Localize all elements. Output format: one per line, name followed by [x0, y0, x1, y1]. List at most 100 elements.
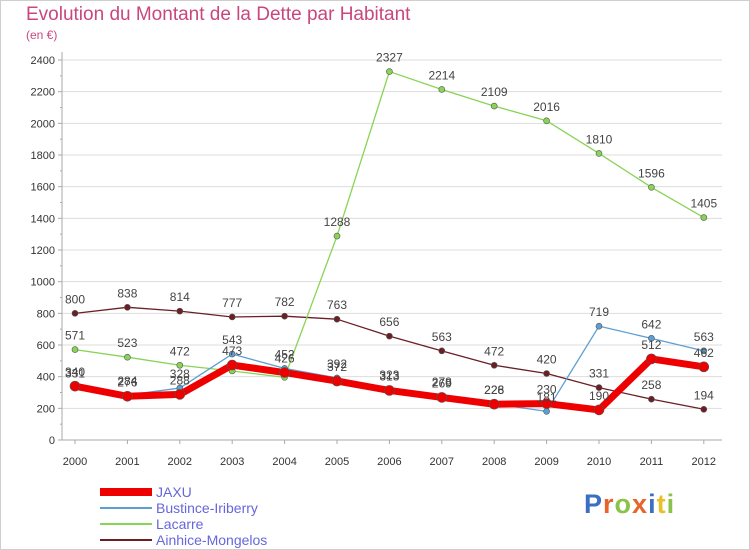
- data-label-bustince-iriberry-2012: 563: [694, 330, 714, 344]
- y-tick-label-200: 200: [37, 403, 55, 415]
- x-tick-label-2000: 2000: [63, 456, 87, 468]
- data-label-ainhice-mongelos-2009: 420: [537, 353, 557, 367]
- x-tick-label-2003: 2003: [220, 456, 244, 468]
- data-point-jaxu-2007: [436, 392, 448, 403]
- data-label-bustince-iriberry-2011: 642: [641, 317, 661, 331]
- data-label-lacarre-2012: 1405: [690, 197, 717, 211]
- data-point-ainhice-mongelos-2002: [176, 307, 184, 315]
- x-tick-label-2011: 2011: [640, 456, 664, 468]
- data-label-jaxu-2002: 288: [170, 373, 190, 387]
- data-label-lacarre-2006: 2327: [376, 51, 403, 65]
- y-tick-label-1800: 1800: [31, 150, 55, 162]
- data-point-lacarre-2006: [386, 68, 393, 75]
- data-point-ainhice-mongelos-2007: [438, 347, 446, 355]
- y-tick-label-600: 600: [37, 340, 55, 352]
- data-point-ainhice-mongelos-2011: [648, 395, 655, 403]
- data-point-ainhice-mongelos-2004: [281, 312, 288, 320]
- data-label-jaxu-2009: 230: [537, 383, 557, 397]
- data-point-jaxu-2001: [122, 390, 133, 402]
- x-tick-label-2001: 2001: [115, 456, 139, 468]
- data-label-bustince-iriberry-2003: 543: [222, 333, 242, 347]
- data-point-jaxu-2006: [384, 385, 395, 396]
- data-label-bustince-iriberry-2010: 719: [589, 305, 609, 319]
- data-label-lacarre-2007: 2214: [428, 68, 455, 82]
- data-label-bustince-iriberry-2008: 228: [484, 383, 504, 397]
- data-label-jaxu-2012: 462: [694, 346, 714, 360]
- data-point-jaxu-2010: [593, 404, 605, 416]
- data-point-lacarre-2010: [595, 150, 603, 157]
- proxiti-logo: Proxiti: [584, 489, 675, 520]
- data-label-ainhice-mongelos-2001: 838: [117, 286, 137, 300]
- data-label-jaxu-2008: 226: [484, 383, 504, 397]
- y-tick-label-1200: 1200: [31, 245, 55, 257]
- x-tick-label-2006: 2006: [377, 456, 401, 468]
- legend-swatch-lacarre: [100, 523, 152, 525]
- data-label-ainhice-mongelos-2006: 656: [379, 315, 399, 329]
- data-point-lacarre-2008: [490, 102, 498, 110]
- x-tick-label-2009: 2009: [534, 456, 558, 468]
- y-tick-label-800: 800: [37, 308, 55, 320]
- data-label-bustince-iriberry-2007: 278: [432, 375, 452, 389]
- data-point-ainhice-mongelos-2010: [595, 384, 603, 391]
- legend-label-bustince-iriberry: Bustince-Iriberry: [156, 500, 258, 516]
- data-point-bustince-iriberry-2010: [595, 322, 603, 330]
- data-point-jaxu-2011: [646, 353, 657, 365]
- data-label-ainhice-mongelos-2010: 331: [589, 367, 609, 381]
- data-label-lacarre-2000: 571: [65, 329, 85, 343]
- data-point-jaxu-2000: [69, 380, 81, 392]
- data-label-bustince-iriberry-2002: 328: [170, 367, 190, 381]
- x-tick-label-2005: 2005: [325, 456, 349, 468]
- data-point-lacarre-2000: [71, 346, 79, 353]
- legend-label-lacarre: Lacarre: [156, 516, 204, 532]
- data-label-lacarre-2002: 472: [170, 344, 190, 358]
- data-label-jaxu-2001: 276: [117, 375, 137, 389]
- chart-unit: (en €): [26, 28, 58, 42]
- legend-swatch-jaxu: [100, 488, 152, 496]
- x-tick-label-2004: 2004: [272, 456, 296, 468]
- logo-letter: x: [632, 489, 649, 519]
- data-label-ainhice-mongelos-2003: 777: [222, 296, 242, 310]
- logo-letter: t: [656, 489, 667, 519]
- data-point-jaxu-2005: [331, 375, 343, 387]
- data-point-lacarre-2012: [700, 214, 708, 221]
- data-point-ainhice-mongelos-2012: [700, 405, 708, 413]
- y-tick-label-0: 0: [49, 435, 55, 447]
- data-point-jaxu-2008: [488, 398, 500, 410]
- chart-title: Evolution du Montant de la Dette par Hab…: [26, 4, 411, 25]
- legend-swatch-ainhice-mongelos: [100, 539, 152, 541]
- x-tick-label-2010: 2010: [587, 456, 611, 468]
- series-line-lacarre: [74, 70, 705, 378]
- data-point-lacarre-2002: [176, 361, 184, 369]
- data-label-ainhice-mongelos-2012: 194: [694, 388, 714, 402]
- data-label-jaxu-2000: 340: [65, 365, 85, 379]
- data-label-jaxu-2010: 190: [589, 389, 609, 403]
- data-point-jaxu-2003: [226, 359, 238, 371]
- data-label-bustince-iriberry-2001: 284: [117, 374, 137, 388]
- data-point-bustince-iriberry-2012: [700, 347, 708, 355]
- data-label-bustince-iriberry-2000: 331: [65, 367, 85, 381]
- data-point-lacarre-2007: [438, 86, 446, 93]
- y-tick-label-400: 400: [37, 372, 55, 384]
- logo-letter: i: [666, 489, 676, 519]
- data-label-jaxu-2005: 372: [327, 360, 347, 374]
- data-label-bustince-iriberry-2009: 181: [537, 390, 557, 404]
- y-tick-label-1600: 1600: [31, 182, 55, 194]
- x-tick-label-2012: 2012: [692, 456, 716, 468]
- data-point-jaxu-2012: [698, 361, 710, 373]
- data-point-jaxu-2002: [174, 389, 186, 400]
- data-point-bustince-iriberry-2003: [228, 350, 236, 358]
- data-label-lacarre-2001: 523: [117, 336, 137, 350]
- data-point-lacarre-2001: [124, 353, 131, 361]
- data-label-jaxu-2003: 473: [222, 344, 242, 358]
- data-label-ainhice-mongelos-2005: 763: [327, 298, 347, 312]
- data-label-jaxu-2007: 269: [432, 376, 452, 390]
- data-point-lacarre-2011: [648, 184, 655, 191]
- data-label-ainhice-mongelos-2002: 814: [170, 290, 190, 304]
- legend-swatch-bustince-iriberry: [100, 507, 152, 509]
- data-label-jaxu-2004: 426: [275, 352, 295, 366]
- data-label-ainhice-mongelos-2000: 800: [65, 292, 85, 306]
- y-tick-label-2000: 2000: [31, 118, 55, 130]
- x-tick-label-2002: 2002: [168, 456, 192, 468]
- data-point-ainhice-mongelos-2003: [228, 313, 236, 321]
- data-label-lacarre-2008: 2109: [481, 85, 508, 99]
